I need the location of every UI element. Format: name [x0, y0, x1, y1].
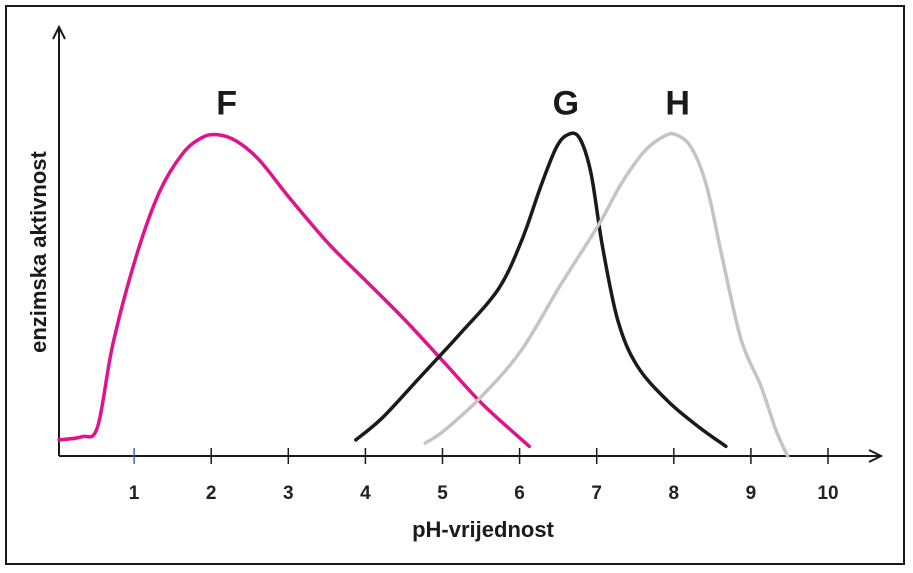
x-tick-label: 7: [591, 483, 602, 504]
x-tick-label: 6: [514, 483, 525, 504]
x-tick-label: 9: [746, 483, 757, 504]
y-axis-arrow: [52, 24, 66, 40]
curve-g: [354, 131, 728, 449]
x-ticks: 1 2 3 4 5 6 7 8 9 10: [129, 448, 839, 504]
y-axis-title: enzimska aktivnost: [26, 150, 51, 352]
curve-h: [423, 131, 790, 458]
curves: [57, 131, 790, 458]
x-axis-arrow: [868, 449, 884, 463]
x-tick-label: 1: [129, 483, 140, 504]
x-tick-label: 10: [817, 483, 838, 504]
curve-f: [57, 132, 532, 449]
curve-labels: F G H: [216, 85, 690, 123]
x-tick-label: 4: [360, 483, 371, 504]
x-tick-label: 5: [437, 483, 448, 504]
x-axis-title: pH-vrijednost: [412, 517, 554, 542]
curve-label-g: G: [553, 85, 579, 123]
x-tick-label: 2: [206, 483, 217, 504]
curve-label-f: F: [216, 85, 237, 123]
x-tick-label: 3: [283, 483, 294, 504]
x-tick-label: 8: [669, 483, 680, 504]
chart-frame: [5, 5, 905, 565]
curve-label-h: H: [665, 85, 690, 123]
